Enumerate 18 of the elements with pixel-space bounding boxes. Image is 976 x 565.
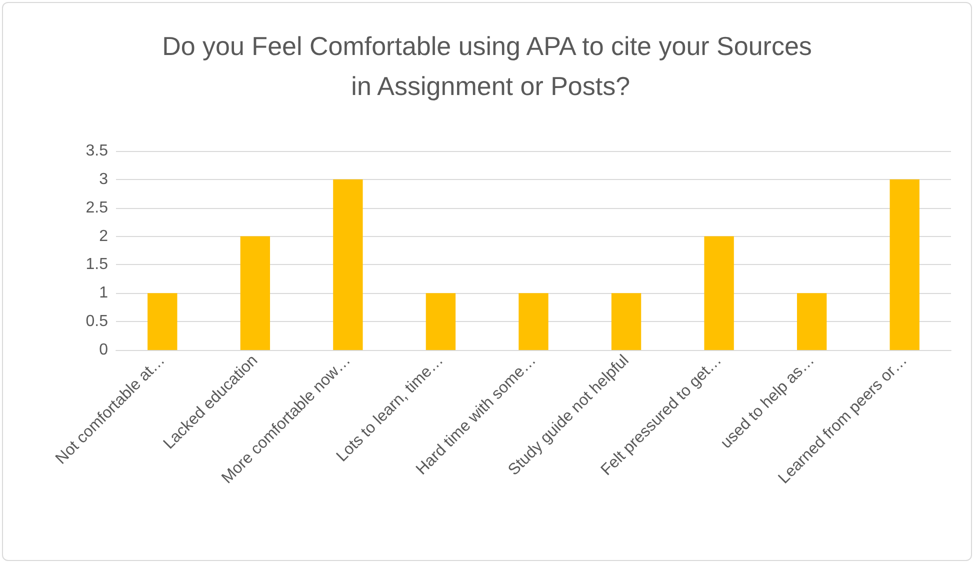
chart-title: Do you Feel Comfortable using APA to cite your Sources in Assignment or Posts? [162, 31, 812, 101]
y-tick-label: 0 [99, 342, 108, 358]
bar [518, 293, 548, 350]
bar [611, 293, 642, 350]
bar [796, 293, 827, 350]
y-tick-label: 3 [99, 170, 108, 188]
y-tick-label: 2.5 [86, 199, 108, 216]
y-tick-label: 2 [99, 228, 108, 245]
bar [240, 236, 270, 350]
y-tick-label: 1.5 [86, 256, 108, 274]
bar [426, 293, 456, 350]
bar [333, 179, 363, 350]
y-tick-label: 0.5 [86, 313, 108, 330]
y-tick-label: 3.5 [86, 142, 108, 160]
bar [704, 236, 734, 350]
y-tick-label: 1 [99, 284, 108, 302]
bar [148, 293, 178, 350]
bar [890, 179, 920, 350]
